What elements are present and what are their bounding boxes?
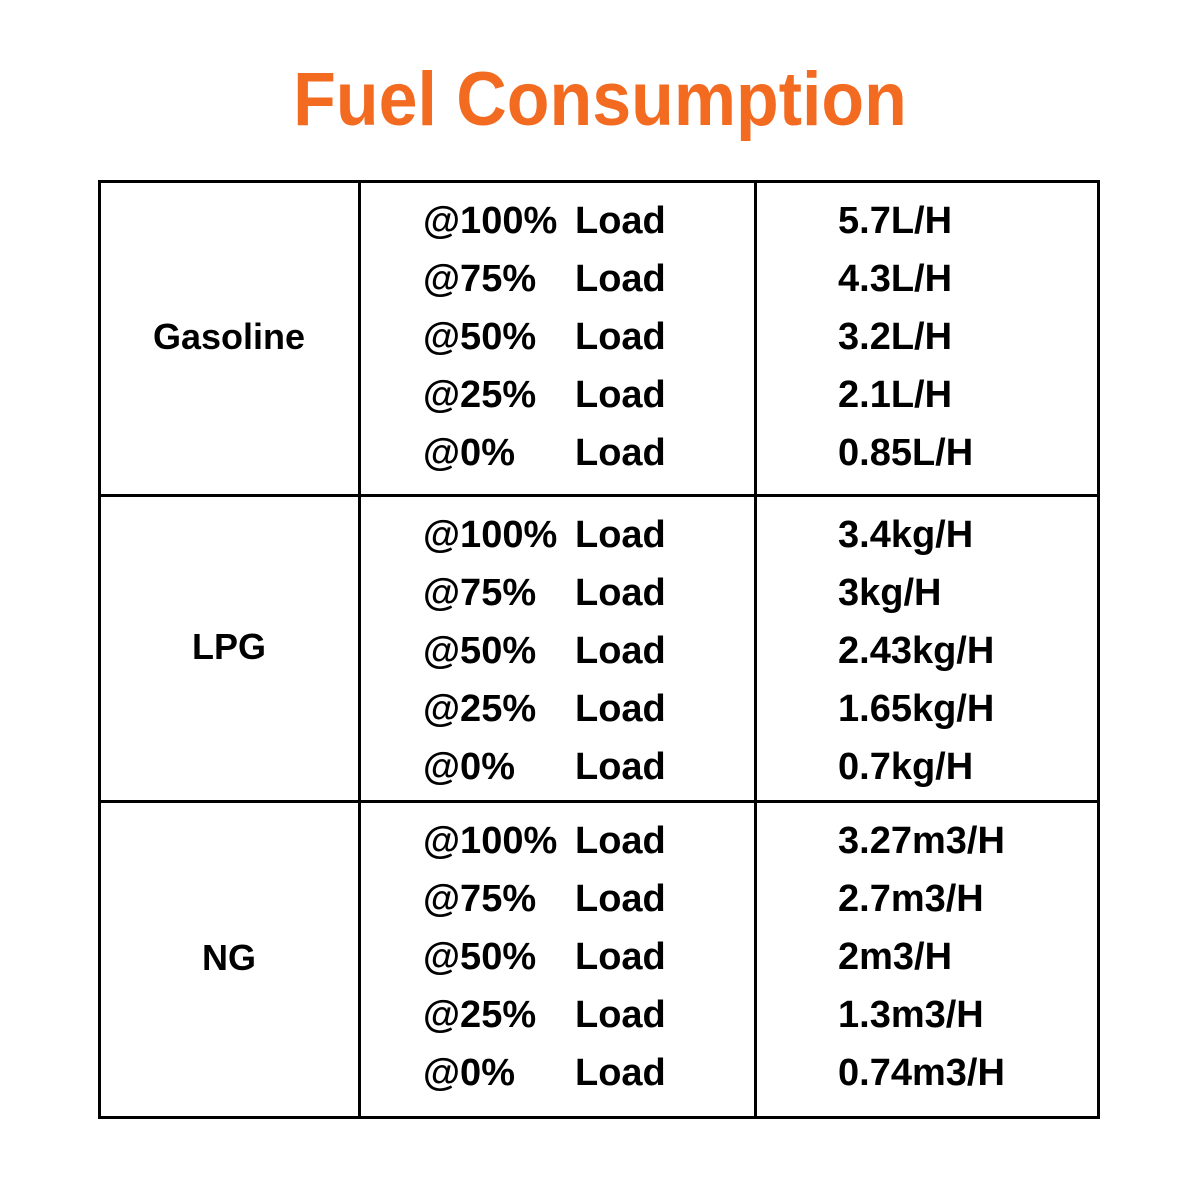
load-word: Load (575, 820, 666, 862)
load-percent: @50% (423, 316, 537, 358)
load-word: Load (575, 1052, 666, 1094)
load-word: Load (575, 572, 666, 614)
load-percent: @100% (423, 514, 558, 556)
consumption: 2.1L/H (838, 374, 953, 416)
load-word: Load (575, 514, 666, 556)
load-word: Load (575, 878, 666, 920)
load-percent: @0% (423, 1052, 515, 1094)
load-percent: @0% (423, 432, 515, 474)
load-percent: @75% (423, 572, 537, 614)
fuel-name: NG (202, 936, 256, 978)
load-word: Load (575, 994, 666, 1036)
load-percent: @25% (423, 994, 537, 1036)
cell-border (358, 180, 757, 497)
load-percent: @50% (423, 936, 537, 978)
fuel-name: Gasoline (152, 315, 306, 357)
consumption: 5.7L/H (838, 200, 953, 242)
consumption: 0.85L/H (838, 432, 974, 474)
cell-border (754, 800, 1100, 1119)
cell-border (358, 800, 757, 1119)
consumption: 3.2L/H (838, 316, 953, 358)
load-word: Load (575, 374, 666, 416)
load-word: Load (575, 200, 666, 242)
title: Fuel Consumption (293, 57, 907, 142)
load-word: Load (575, 316, 666, 358)
consumption: 3kg/H (838, 572, 942, 614)
load-percent: @0% (423, 746, 515, 788)
consumption: 4.3L/H (838, 258, 953, 300)
load-percent: @25% (423, 374, 537, 416)
cell-border (358, 494, 757, 803)
load-percent: @100% (423, 200, 558, 242)
load-word: Load (575, 688, 666, 730)
consumption: 2.7m3/H (838, 878, 984, 920)
load-word: Load (575, 630, 666, 672)
consumption: 0.7kg/H (838, 746, 974, 788)
consumption: 1.65kg/H (838, 688, 995, 730)
consumption: 2m3/H (838, 936, 953, 978)
consumption: 2.43kg/H (838, 630, 995, 672)
load-percent: @50% (423, 630, 537, 672)
load-percent: @75% (423, 878, 537, 920)
consumption: 0.74m3/H (838, 1052, 1005, 1094)
load-percent: @25% (423, 688, 537, 730)
consumption: 1.3m3/H (838, 994, 984, 1036)
load-word: Load (575, 936, 666, 978)
load-word: Load (575, 432, 666, 474)
consumption: 3.4kg/H (838, 514, 974, 556)
load-word: Load (575, 746, 666, 788)
load-percent: @75% (423, 258, 537, 300)
fuel-name: LPG (191, 625, 266, 667)
load-percent: @100% (423, 820, 558, 862)
consumption: 3.27m3/H (838, 820, 1005, 862)
load-word: Load (575, 258, 666, 300)
